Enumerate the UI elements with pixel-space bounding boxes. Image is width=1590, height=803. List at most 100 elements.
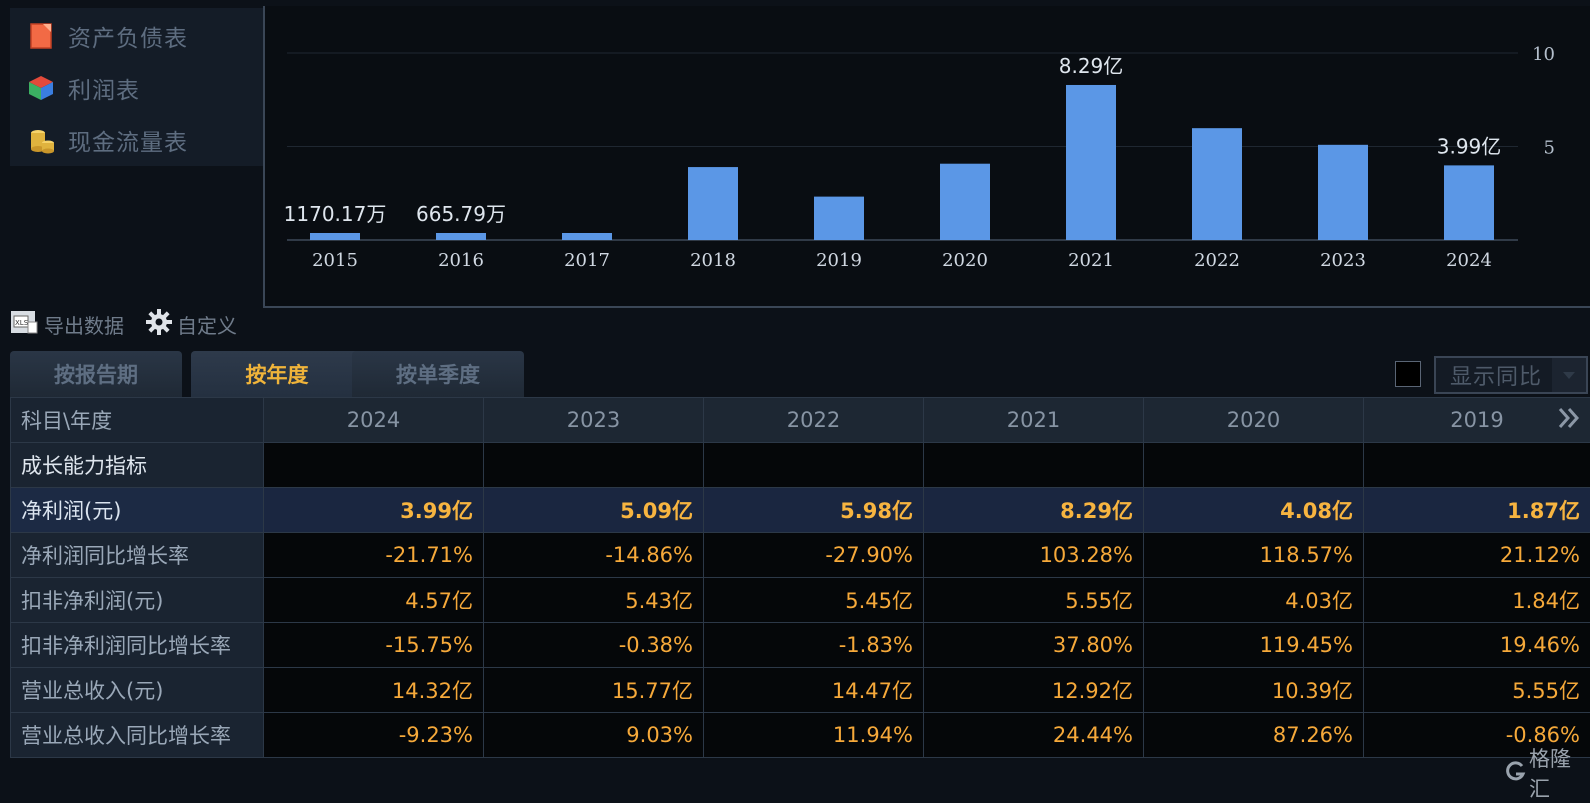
table-cell	[704, 443, 924, 488]
x-tick-label: 2016	[438, 250, 484, 271]
sidebar-item-label: 利润表	[68, 71, 140, 105]
header-label: 科目\年度	[11, 398, 264, 443]
tab-by-year[interactable]: 按年度	[191, 351, 363, 397]
table-cell: 5.98亿	[704, 488, 924, 533]
table-cell: -1.83%	[704, 623, 924, 668]
x-tick-label: 2019	[816, 250, 862, 271]
x-tick-label: 2023	[1320, 250, 1366, 271]
double-chevron-right-icon[interactable]	[1556, 405, 1582, 431]
chart-bar	[814, 197, 864, 240]
table-cell: 3.99亿	[264, 488, 484, 533]
table-cell: 5.09亿	[484, 488, 704, 533]
x-tick-label: 2017	[564, 250, 610, 271]
x-tick-label: 2015	[312, 250, 358, 271]
row-label: 扣非净利润(元)	[11, 578, 264, 623]
table-cell: -21.71%	[264, 533, 484, 578]
tab-label: 按年度	[246, 359, 309, 389]
row-label: 成长能力指标	[11, 443, 264, 488]
table-cell: 8.29亿	[924, 488, 1144, 533]
table-cell	[924, 443, 1144, 488]
table-cell: -14.86%	[484, 533, 704, 578]
table-row[interactable]: 成长能力指标	[11, 443, 1590, 488]
chart-bar	[310, 233, 360, 240]
cash-flow-icon	[26, 125, 56, 155]
table-cell: 21.12%	[1364, 533, 1590, 578]
yoy-checkbox[interactable]	[1395, 361, 1421, 387]
chart-bar	[1318, 145, 1368, 240]
data-label: 665.79万	[416, 202, 506, 226]
table-cell	[264, 443, 484, 488]
chart-bar	[688, 167, 738, 240]
chart-bar	[436, 233, 486, 240]
export-data-button[interactable]: XLS 导出数据	[10, 307, 124, 341]
table-cell: 5.45亿	[704, 578, 924, 623]
data-label: 3.99亿	[1437, 134, 1502, 158]
table-cell: 5.43亿	[484, 578, 704, 623]
table-cell: 9.03%	[484, 713, 704, 758]
sidebar-item-cash-flow[interactable]: 现金流量表	[10, 115, 263, 165]
chart-bar	[1192, 128, 1242, 240]
table-cell	[484, 443, 704, 488]
x-tick-label: 2024	[1446, 250, 1492, 271]
table-cell: -0.38%	[484, 623, 704, 668]
table-row[interactable]: 净利润同比增长率-21.71%-14.86%-27.90%103.28%118.…	[11, 533, 1590, 578]
table-cell: 5.55亿	[924, 578, 1144, 623]
table-cell: 12.92亿	[924, 668, 1144, 713]
tab-by-quarter[interactable]: 按单季度	[352, 351, 524, 397]
table-cell: 37.80%	[924, 623, 1144, 668]
year-header[interactable]: 2024	[264, 398, 484, 443]
table-cell: 119.45%	[1144, 623, 1364, 668]
year-header[interactable]: 2021	[924, 398, 1144, 443]
row-label: 净利润(元)	[11, 488, 264, 533]
chart-bar	[1066, 85, 1116, 240]
table-cell: 1.84亿	[1364, 578, 1590, 623]
table-cell: 103.28%	[924, 533, 1144, 578]
year-header[interactable]: 2020	[1144, 398, 1364, 443]
x-tick-label: 2020	[942, 250, 988, 271]
income-statement-icon	[26, 73, 56, 103]
table-cell: 4.57亿	[264, 578, 484, 623]
watermark-logo: 格隆汇	[1504, 743, 1590, 803]
chart-bar	[562, 233, 612, 240]
row-label: 营业总收入同比增长率	[11, 713, 264, 758]
watermark-text: 格隆汇	[1529, 743, 1590, 803]
y-tick-label: 5	[1544, 138, 1555, 159]
row-label: 净利润同比增长率	[11, 533, 264, 578]
gear-icon	[145, 308, 173, 341]
tab-by-report-period[interactable]: 按报告期	[10, 351, 182, 397]
table-cell: 87.26%	[1144, 713, 1364, 758]
data-label: 8.29亿	[1059, 54, 1124, 78]
balance-sheet-icon	[26, 21, 56, 51]
year-header[interactable]: 2023	[484, 398, 704, 443]
customize-button[interactable]: 自定义	[145, 307, 237, 341]
y-tick-label: 10	[1532, 44, 1555, 65]
sidebar-item-balance-sheet[interactable]: 资产负债表	[10, 11, 263, 61]
table-cell: 4.08亿	[1144, 488, 1364, 533]
table-cell: 14.47亿	[704, 668, 924, 713]
show-yoy-label: 显示同比	[1450, 359, 1542, 391]
show-yoy-dropdown[interactable]: 显示同比	[1434, 356, 1588, 394]
table-cell: 4.03亿	[1144, 578, 1364, 623]
chevron-down-icon[interactable]	[1552, 358, 1586, 392]
year-header[interactable]: 2022	[704, 398, 924, 443]
table-row[interactable]: 扣非净利润同比增长率-15.75%-0.38%-1.83%37.80%119.4…	[11, 623, 1590, 668]
table-cell: 118.57%	[1144, 533, 1364, 578]
row-label: 扣非净利润同比增长率	[11, 623, 264, 668]
table-cell: 10.39亿	[1144, 668, 1364, 713]
table-cell	[1144, 443, 1364, 488]
table-row[interactable]: 营业总收入同比增长率-9.23%9.03%11.94%24.44%87.26%-…	[11, 713, 1590, 758]
watermark-g-icon	[1504, 760, 1526, 787]
table-cell: -15.75%	[264, 623, 484, 668]
chart-bar	[940, 164, 990, 240]
table-cell: -9.23%	[264, 713, 484, 758]
export-data-label: 导出数据	[44, 310, 124, 339]
report-sidebar: 资产负债表 利润表 现金流量表	[10, 8, 263, 166]
tab-label: 按单季度	[396, 359, 480, 389]
sidebar-item-income-statement[interactable]: 利润表	[10, 63, 263, 113]
